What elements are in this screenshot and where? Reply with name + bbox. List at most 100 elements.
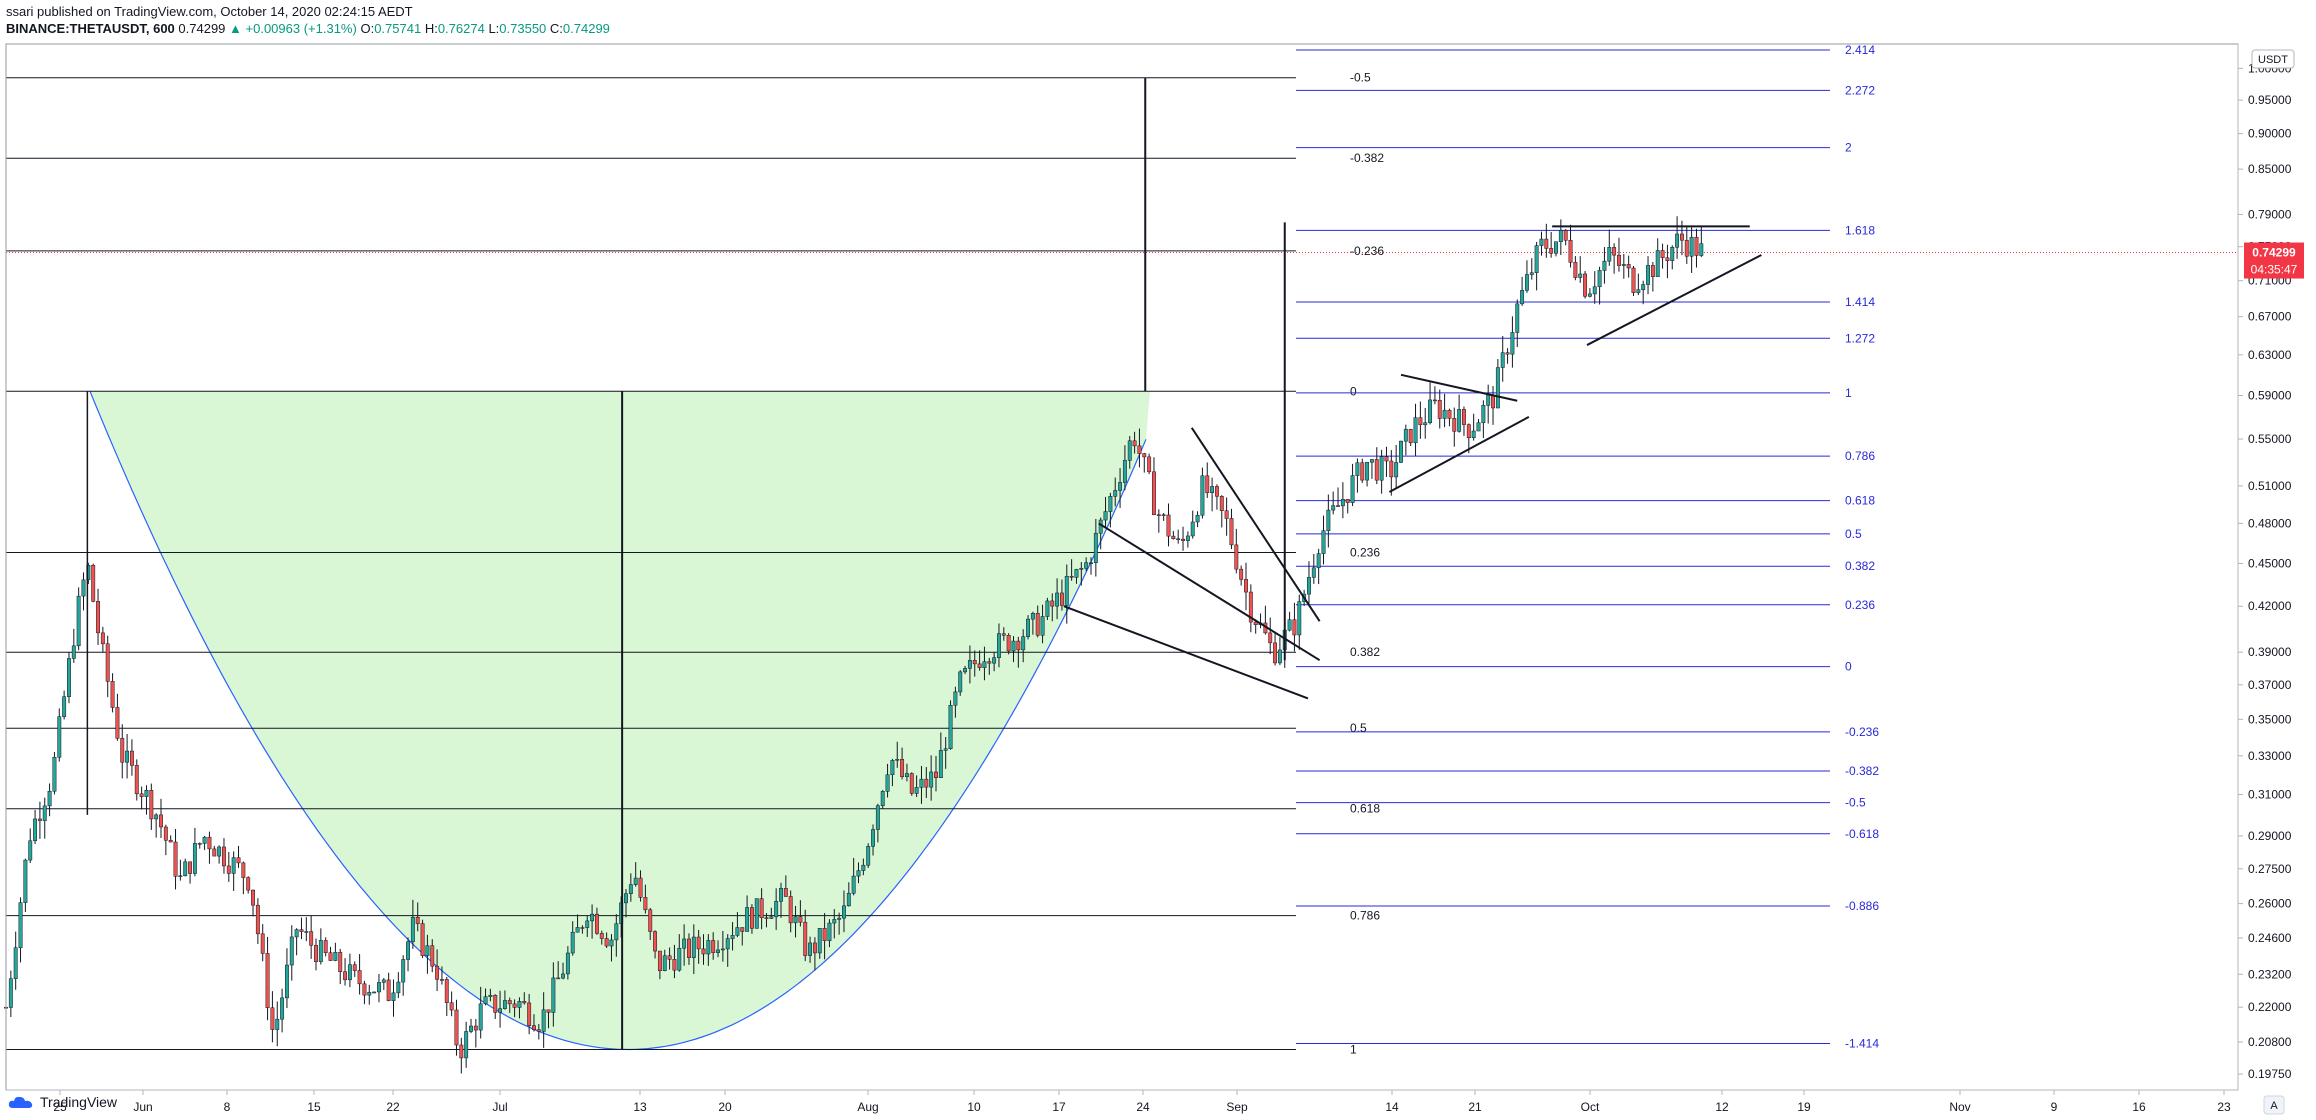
candle-down — [1660, 250, 1665, 259]
candle-up — [294, 929, 299, 938]
time-tick-label: 24 — [1136, 1100, 1150, 1114]
price-axis[interactable]: 0.19750 0.20800 0.22000 0.23200 0.24600 0.260… — [2238, 61, 2292, 1081]
candle-up — [575, 927, 580, 933]
candle-down — [803, 921, 808, 956]
candle-up — [1520, 290, 1525, 305]
low-value: 0.73550 — [499, 21, 547, 36]
candle-down — [149, 789, 154, 820]
candles — [4, 216, 1704, 1074]
candle-up — [1539, 238, 1544, 246]
candle-down — [343, 971, 348, 981]
candle-down — [415, 916, 420, 924]
auto-scale-button[interactable]: A — [2263, 1095, 2285, 1115]
time-tick-label: 23 — [2217, 1100, 2231, 1114]
candle-down — [657, 950, 662, 971]
candle-up — [1098, 519, 1103, 534]
candle-down — [1573, 262, 1578, 278]
fib-left-label: 0.236 — [1350, 546, 1380, 560]
currency-label: USDT — [2258, 54, 2288, 66]
time-tick-label: Oct — [1581, 1100, 1600, 1114]
candle-down — [556, 977, 561, 980]
cup-and-handle-pattern — [89, 391, 1150, 1051]
candle-up — [42, 805, 47, 821]
candle-up — [1481, 405, 1486, 424]
candle-down — [323, 940, 328, 953]
triangle-support — [1586, 254, 1762, 346]
candle-up — [1369, 459, 1374, 463]
candle-down — [1694, 236, 1699, 256]
candle-down — [260, 933, 265, 954]
candle-down — [1384, 456, 1389, 462]
candle-up — [280, 997, 285, 1020]
candle-down — [934, 771, 938, 779]
cup-fill — [90, 391, 1150, 1050]
price-tick-label: 0.19750 — [2248, 1067, 2292, 1081]
candle-up — [1534, 245, 1539, 274]
candle-down — [1248, 591, 1253, 623]
fib-right-label: 0.786 — [1845, 449, 1875, 463]
price-tick-label: 0.33000 — [2248, 749, 2292, 763]
candle-down — [1239, 568, 1244, 580]
candle-down — [444, 979, 449, 1003]
candle-up — [1093, 532, 1098, 563]
candle-up — [1510, 332, 1515, 355]
candle-down — [1432, 399, 1437, 402]
candle-down — [435, 965, 440, 980]
candle-down — [328, 952, 333, 961]
candle-up — [662, 955, 667, 971]
candle-down — [798, 916, 803, 923]
time-axis[interactable]: 25 Jun 8 15 22 Jul 13 20 Aug 10 17 24 Sep 14 21 Oct 12 19… — [53, 1090, 2231, 1114]
candle-up — [1340, 499, 1345, 507]
candle-down — [352, 964, 357, 971]
candle-down — [1626, 264, 1631, 269]
candle-up — [745, 907, 750, 932]
price-tick-label: 0.31000 — [2248, 788, 2292, 802]
time-tick-label: 25 — [53, 1100, 67, 1114]
fib-left-label: 1 — [1350, 1042, 1357, 1056]
candle-down — [1166, 514, 1171, 537]
price-tick-label: 0.20800 — [2248, 1035, 2292, 1049]
candle-up — [890, 760, 895, 776]
candle-down — [1491, 394, 1495, 409]
candle-up — [275, 1018, 280, 1030]
candle-up — [1621, 264, 1626, 266]
low-label: L: — [488, 21, 500, 36]
candle-down — [580, 927, 585, 929]
candle-up — [410, 916, 415, 943]
pennant-upper — [1400, 373, 1518, 402]
candle-down — [1679, 233, 1684, 241]
candle-down — [129, 750, 134, 766]
candle-up — [817, 928, 822, 954]
price-tick-label: 0.24600 — [2248, 931, 2292, 945]
horizontal-levels — [6, 77, 2238, 1050]
candle-up — [217, 846, 222, 857]
candle-up — [483, 996, 488, 1005]
candle-up — [52, 757, 57, 792]
tradingview-logo[interactable]: TradingView — [8, 1094, 117, 1110]
candle-down — [1132, 440, 1137, 447]
candle-down — [1273, 642, 1278, 664]
price-tick-label: 0.29000 — [2248, 829, 2292, 843]
candle-up — [856, 870, 861, 877]
candle-down — [454, 1009, 459, 1046]
price-tick-label: 0.27500 — [2248, 862, 2292, 876]
candle-up — [1287, 619, 1292, 631]
candle-down — [91, 565, 96, 602]
candle-down — [1016, 640, 1021, 651]
candle-down — [1505, 352, 1510, 355]
candle-up — [47, 790, 52, 807]
candle-down — [255, 904, 260, 935]
candle-up — [904, 773, 909, 777]
open-value: 0.75741 — [374, 21, 422, 36]
candle-up — [76, 595, 81, 647]
candle-down — [1050, 600, 1055, 607]
time-tick-label: Jul — [492, 1100, 507, 1114]
candle-down — [909, 773, 914, 794]
fib-right-label: 0.618 — [1845, 494, 1875, 508]
candle-up — [377, 982, 381, 993]
candle-down — [599, 933, 604, 939]
time-tick-label: Aug — [857, 1100, 878, 1114]
candle-up — [284, 964, 289, 999]
candle-up — [1675, 233, 1680, 248]
